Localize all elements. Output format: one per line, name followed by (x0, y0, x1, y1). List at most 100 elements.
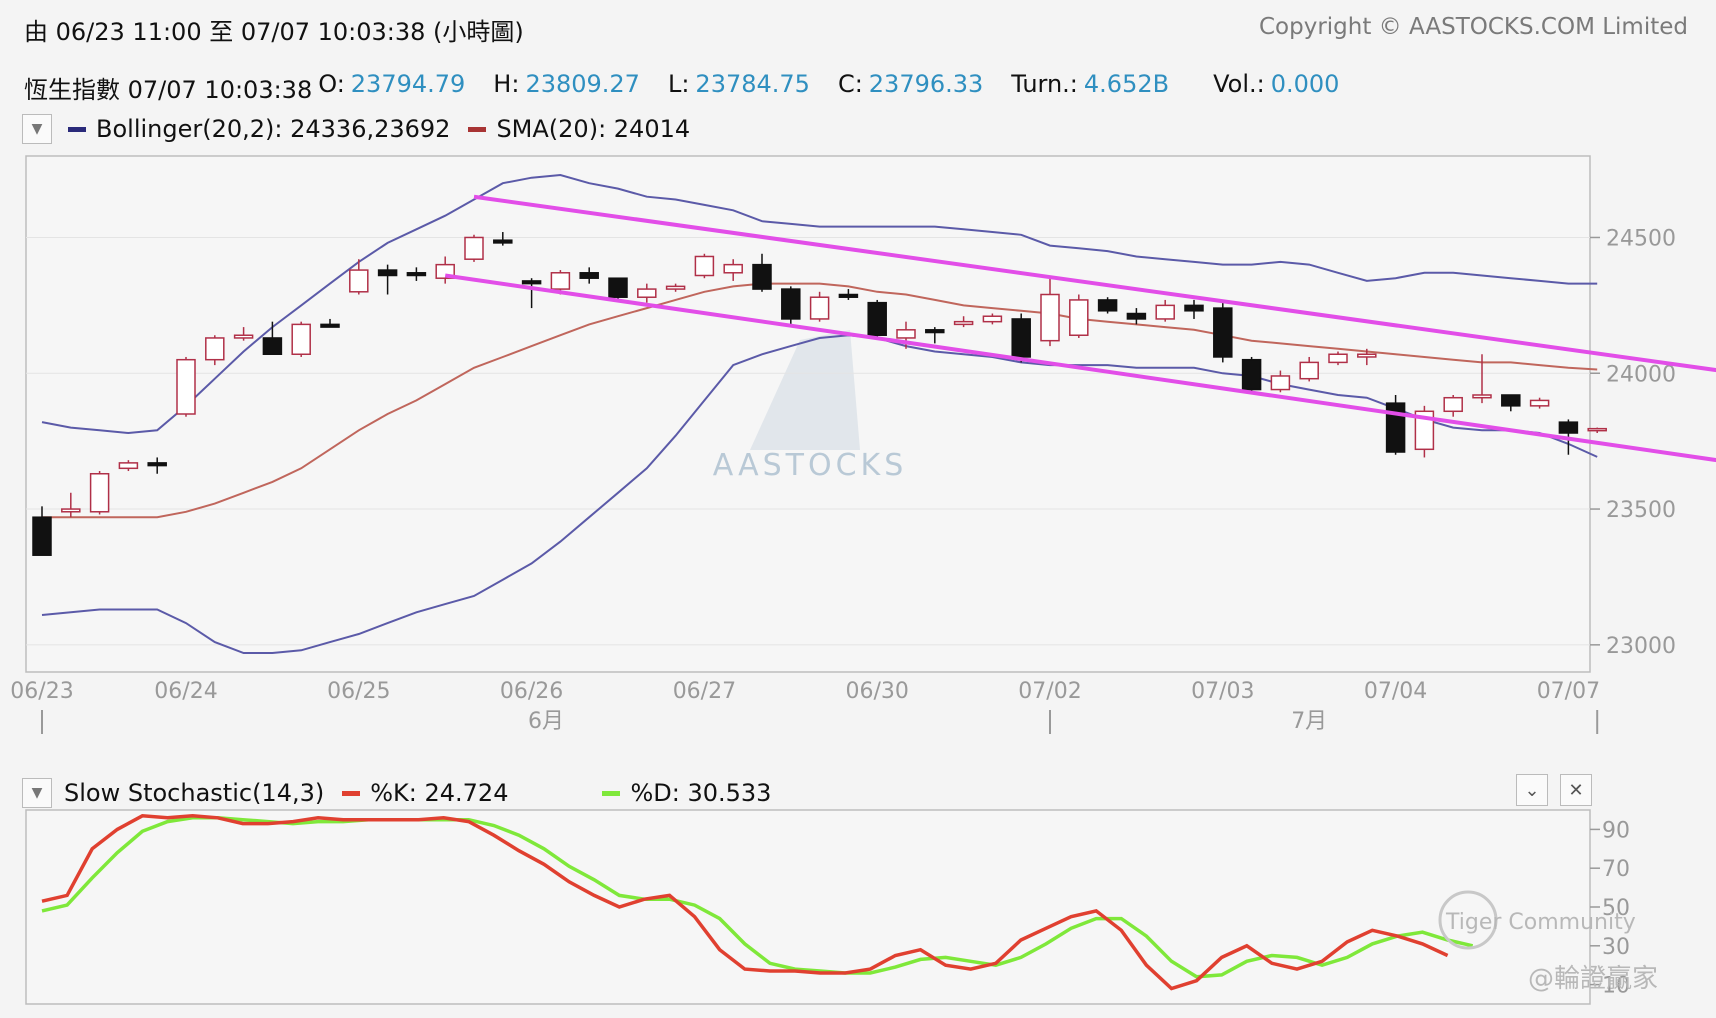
y-tick-label: 24000 (1606, 362, 1676, 387)
candle-body (320, 323, 340, 328)
main-legend: ▼ Bollinger(20,2): 24336,23692 SMA(20): … (22, 114, 704, 144)
candle-body (694, 255, 715, 277)
candle-body (349, 269, 369, 293)
candle-body (637, 288, 657, 298)
close-panel-button[interactable]: ✕ (1560, 774, 1592, 806)
x-tick-label: 06/25 (327, 679, 390, 704)
d-swatch (602, 790, 621, 796)
candle-body (982, 315, 1003, 323)
sma-line (42, 282, 1598, 519)
candle-body (1472, 394, 1492, 399)
volume-value: 0.000 (1270, 70, 1340, 98)
candle-body (1443, 396, 1463, 413)
sma-legend: SMA(20): 24014 (496, 115, 691, 143)
candle-body (205, 337, 225, 361)
candle-body (809, 296, 830, 320)
candle-body (867, 301, 887, 336)
x-tick-label: 06/24 (154, 679, 217, 704)
chevron-down-icon: ▼ (31, 121, 43, 137)
high-value: 23809.27 (525, 70, 640, 98)
copyright-label: Copyright © AASTOCKS.COM Limited (1258, 14, 1688, 40)
candle-body (1587, 427, 1607, 432)
candle-body (781, 288, 801, 320)
close-icon: ✕ (1568, 779, 1584, 801)
stoch-y-tick-label: 50 (1602, 896, 1630, 921)
x-tick-label: 07/07 (1537, 679, 1600, 704)
low-value: 23784.75 (695, 70, 810, 98)
stoch-y-tick-label: 90 (1602, 818, 1630, 843)
candle-body (176, 358, 196, 415)
k-swatch (342, 790, 361, 796)
candle-body (89, 472, 110, 513)
stoch-y-tick-label: 10 (1602, 974, 1630, 999)
candle-body (1558, 421, 1579, 434)
stoch-legend: ▼ Slow Stochastic(14,3) %K: 24.724 %D: 3… (22, 778, 785, 808)
candle-body (493, 239, 513, 244)
candle-body (1040, 293, 1060, 342)
stoch-k-line (41, 814, 1449, 991)
stoch-plot-area (25, 809, 1591, 1005)
bollinger-lower-line (41, 334, 1598, 654)
turnover-label: Turn.: (1011, 70, 1078, 98)
candle-body (579, 272, 599, 279)
candle-body (1126, 312, 1147, 320)
tiger-logo-icon (1438, 890, 1498, 950)
month-label: 7月 (1291, 709, 1327, 734)
month-label: 6月 (528, 709, 564, 734)
sma-swatch (468, 126, 487, 132)
candle-body (1241, 358, 1262, 391)
candle-body (118, 462, 139, 470)
candle-body (1270, 375, 1291, 391)
d-legend: %D: 30.533 (630, 779, 772, 807)
candle-body (1097, 299, 1118, 312)
candle-body (925, 329, 945, 334)
community-watermark: Tiger Community (1446, 910, 1636, 935)
bollinger-legend: Bollinger(20,2): 24336,23692 (96, 115, 451, 143)
low-label: L: (667, 70, 690, 98)
turnover-value: 4.652B (1083, 70, 1170, 98)
volume-label: Vol.: (1213, 70, 1265, 98)
candle-body (665, 285, 686, 290)
candle-body (838, 293, 859, 298)
y-tick-label: 23500 (1606, 498, 1676, 523)
date-range-label: 由 06/23 11:00 至 07/07 10:03:38 (小時圖) (24, 18, 524, 46)
candle-body (147, 462, 167, 467)
stoch-y-tick-label: 70 (1602, 857, 1630, 882)
x-tick-label: 06/30 (845, 679, 908, 704)
stoch-y-tick-label: 30 (1602, 935, 1630, 960)
candle-body (1299, 361, 1319, 380)
candle-body (1184, 304, 1204, 312)
open-value: 23794.79 (350, 70, 466, 98)
high-label: H: (493, 70, 520, 98)
candle-body (464, 236, 484, 260)
bollinger-swatch (68, 126, 86, 132)
candle-body (291, 323, 311, 356)
quote-bar: 恆生指數 07/07 10:03:38 O: 23794.79 H: 23809… (24, 70, 1367, 105)
candle-body (377, 269, 398, 277)
x-tick-label: 07/03 (1191, 679, 1254, 704)
candle-body (1213, 307, 1233, 358)
stoch-dropdown-button[interactable]: ▼ (22, 778, 52, 808)
aastocks-logo-icon (750, 330, 860, 450)
candle-body (896, 329, 916, 339)
x-tick-label: 07/02 (1018, 679, 1081, 704)
candle-body (32, 516, 52, 556)
candle-body (521, 280, 542, 285)
candle-body (1385, 402, 1406, 453)
candle-body (1155, 304, 1175, 320)
candle-body (752, 263, 772, 290)
x-tick-label: 07/04 (1364, 679, 1427, 704)
x-tick-label: 06/23 (10, 679, 73, 704)
trend-channel-line (473, 194, 1716, 373)
user-watermark: @輪證贏家 (1528, 964, 1659, 994)
candle-body (1069, 299, 1089, 336)
x-tick-label: 06/26 (500, 679, 563, 704)
stoch-title: Slow Stochastic(14,3) (64, 779, 325, 807)
candle-body (1011, 318, 1031, 358)
main-chart-dropdown-button[interactable]: ▼ (22, 114, 52, 144)
collapse-panel-button[interactable]: ⌄ (1516, 774, 1548, 806)
candle-body (550, 272, 571, 290)
x-tick-label: 06/27 (673, 679, 736, 704)
candle-body (723, 263, 743, 274)
